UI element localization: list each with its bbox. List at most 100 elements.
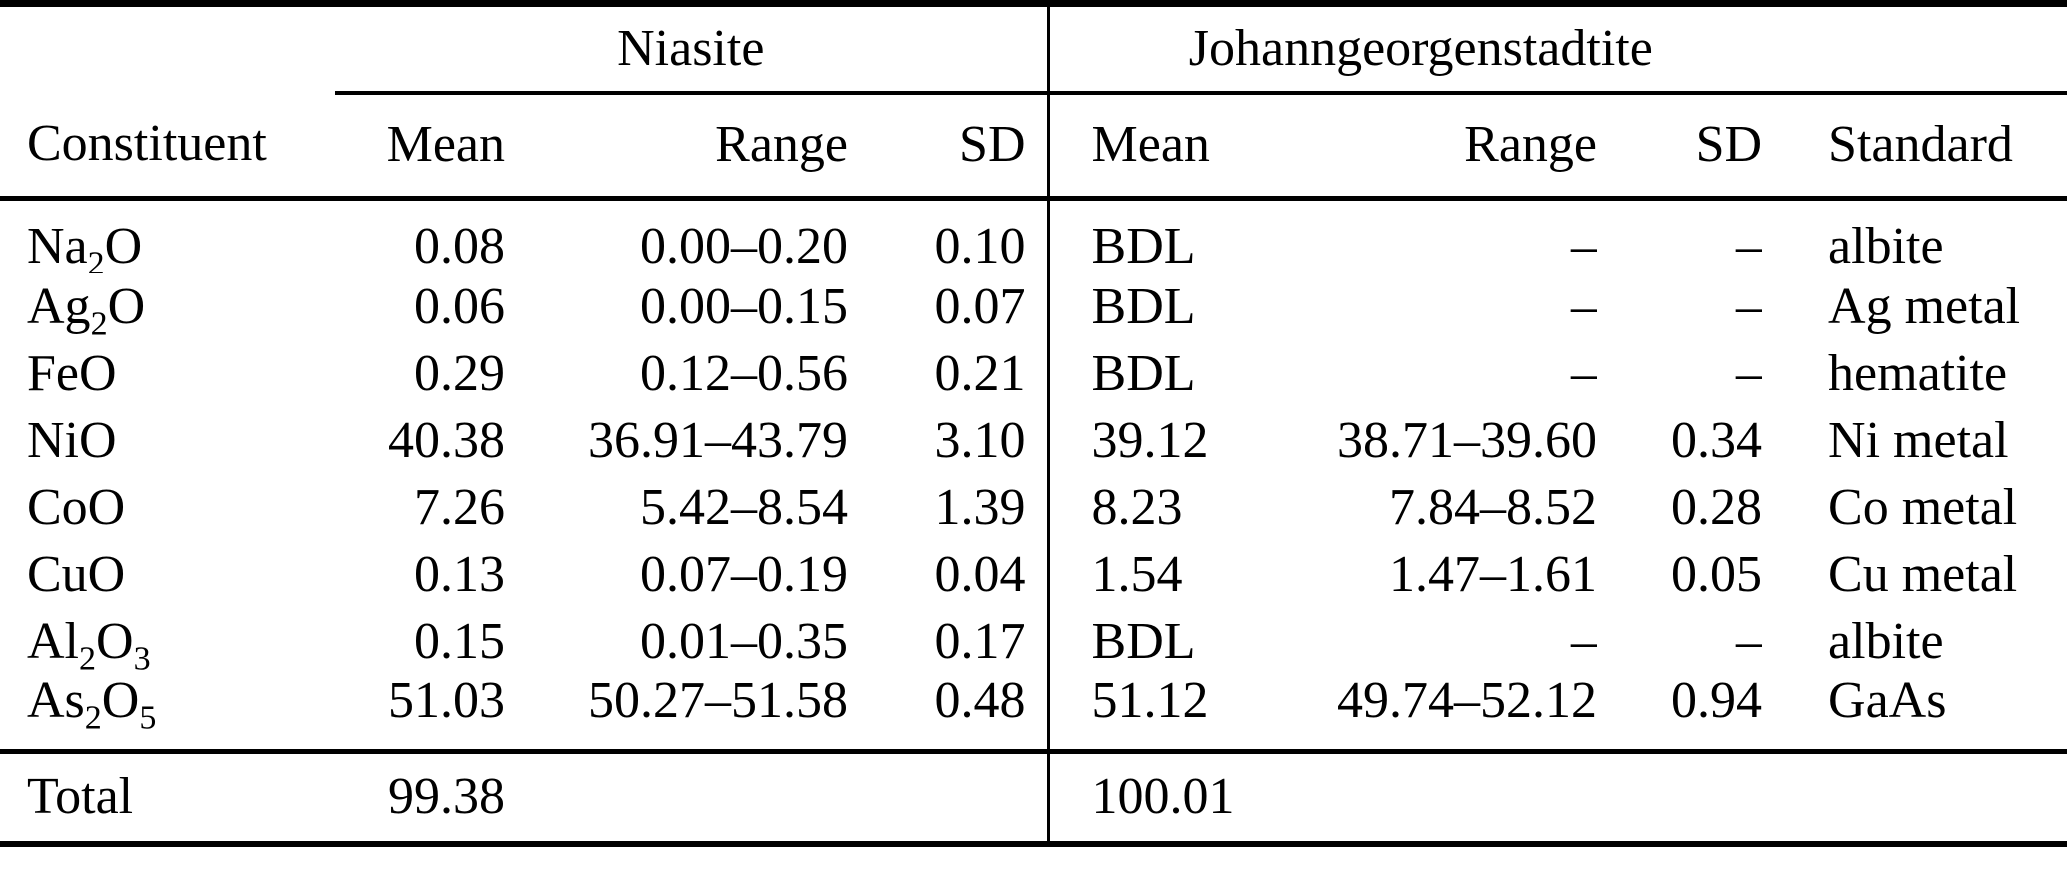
standard-value: Cu metal [1828,545,2018,603]
niasite-sd-value: 3.10 [934,411,1026,469]
constituent-formula: NiO [0,407,335,474]
formula-text: CoO [27,478,126,536]
table-row: NiO 40.38 36.91–43.79 3.10 39.12 38.71–39.60 0… [0,407,2067,474]
niasite-mean-value: 0.13 [414,545,505,603]
johanngeorgenstadtite-sd-value: – [1736,218,1763,273]
spanner-niasite: Niasite [335,3,1049,95]
formula-text: NiO [27,411,117,469]
table-row: FeO 0.29 0.12–0.56 0.21 BDL – – hematite [0,340,2067,407]
johanngeorgenstadtite-mean-value: BDL [1046,608,1241,675]
constituent-formula: CoO [0,474,335,541]
empty-cell [1597,749,1763,844]
formula-text: Na [27,218,88,273]
niasite-sd-value: 0.10 [934,218,1026,273]
niasite-sd-value: 1.39 [934,478,1026,536]
formula-text: O [96,612,134,670]
formula-text: As [27,675,85,729]
empty-cell [848,749,1049,844]
niasite-range-value: 0.01–0.35 [640,612,848,670]
table-row: Ag2O 0.06 0.00–0.15 0.07 BDL – – Ag metal [0,273,2067,340]
formula-text: CuO [27,545,126,603]
johanngeorgenstadtite-range-value: – [1571,612,1598,670]
niasite-sd-value: 0.04 [934,545,1026,603]
standard-value: Ag metal [1828,277,2021,335]
standard-value: Co metal [1828,478,2018,536]
col-header-niasite-sd: SD [848,92,1049,201]
niasite-range-value: 0.07–0.19 [640,545,848,603]
johanngeorgenstadtite-mean-value: 8.23 [1046,474,1241,541]
niasite-range-value: 0.00–0.20 [640,218,848,273]
niasite-mean-value: 40.38 [388,411,505,469]
total-row: Total 99.38 100.01 [0,749,2067,844]
table-row: Al2O3 0.15 0.01–0.35 0.17 BDL – – albite [0,608,2067,675]
niasite-total-value: 99.38 [335,749,505,844]
constituent-formula: CuO [0,541,335,608]
col-header-johanngeorgenstadtite-range: Range [1240,92,1598,201]
johanngeorgenstadtite-range-value: 38.71–39.60 [1337,411,1598,469]
johanngeorgenstadtite-range-value: 1.47–1.61 [1389,545,1598,603]
formula-text: Al [27,612,79,670]
table-row: CoO 7.26 5.42–8.54 1.39 8.23 7.84–8.52 0.28 Co … [0,474,2067,541]
table-body: Na2O 0.08 0.00–0.20 0.10 BDL – – albite Ag2O 0.06… [0,198,2067,752]
constituent-formula: FeO [0,340,335,407]
niasite-sd-value: 0.07 [934,277,1026,335]
niasite-mean-value: 51.03 [388,675,505,729]
formula-text: FeO [27,344,117,402]
spanner-empty-cell-right [1762,3,2067,95]
niasite-sd-value: 0.21 [934,344,1026,402]
niasite-sd-value: 0.48 [934,675,1026,729]
johanngeorgenstadtite-sd-value: – [1736,344,1763,402]
constituent-formula: Na2O [0,199,335,274]
formula-subscript: 3 [133,639,151,675]
johanngeorgenstadtite-mean-value: 51.12 [1046,675,1241,752]
formula-subscript: 2 [87,245,105,273]
johanngeorgenstadtite-range-value: – [1571,344,1598,402]
standard-value: Ni metal [1828,411,2009,469]
johanngeorgenstadtite-sd-value: 0.94 [1671,675,1763,729]
johanngeorgenstadtite-sd-value: 0.28 [1671,478,1763,536]
formula-subscript: 5 [139,699,157,737]
niasite-mean-value: 7.26 [414,478,505,536]
niasite-range-value: 0.12–0.56 [640,344,848,402]
niasite-mean-value: 0.15 [414,612,505,670]
standard-value: albite [1828,612,1944,670]
formula-text: O [104,218,143,273]
formula-subscript: 2 [79,639,96,675]
johanngeorgenstadtite-range-value: – [1571,218,1598,273]
johanngeorgenstadtite-range-value: 49.74–52.12 [1337,675,1598,729]
col-header-niasite-mean: Mean [335,92,505,201]
table-row: As2O5 51.03 50.27–51.58 0.48 51.12 49.74–52.1… [0,675,2067,752]
total-label: Total [0,749,335,844]
niasite-mean-value: 0.08 [414,218,505,273]
niasite-range-value: 0.00–0.15 [640,277,848,335]
johanngeorgenstadtite-mean-value: BDL [1046,340,1241,407]
johanngeorgenstadtite-mean-value: BDL [1046,273,1241,340]
niasite-mean-value: 0.29 [414,344,505,402]
composition-table: Niasite Johanngeorgenstadtite Constituen… [0,0,2067,847]
formula-subscript: 2 [84,699,102,737]
empty-cell [505,749,848,844]
col-header-niasite-range: Range [505,92,848,201]
formula-text: Ag [27,277,91,335]
johanngeorgenstadtite-total-value: 100.01 [1046,749,1241,844]
constituent-formula: Ag2O [0,273,335,340]
niasite-sd-value: 0.17 [934,612,1026,670]
johanngeorgenstadtite-mean-value: BDL [1046,198,1241,273]
spanner-row: Niasite Johanngeorgenstadtite [0,3,2067,95]
formula-text: O [107,277,146,335]
col-header-johanngeorgenstadtite-sd: SD [1597,92,1763,201]
constituent-formula: As2O5 [0,675,335,752]
standard-value: albite [1828,218,1944,273]
johanngeorgenstadtite-sd-value: – [1736,612,1763,670]
standard-value: hematite [1828,344,2008,402]
constituent-formula: Al2O3 [0,608,335,675]
header-row: Constituent Mean Range SD Mean Range SD … [0,92,2067,201]
col-header-johanngeorgenstadtite-mean: Mean [1046,92,1241,201]
niasite-range-value: 36.91–43.79 [588,411,848,469]
johanngeorgenstadtite-mean-value: 39.12 [1046,407,1241,474]
johanngeorgenstadtite-range-value: 7.84–8.52 [1389,478,1598,536]
johanngeorgenstadtite-sd-value: 0.05 [1671,545,1763,603]
formula-text: O [101,675,140,729]
standard-value: GaAs [1828,675,1947,729]
